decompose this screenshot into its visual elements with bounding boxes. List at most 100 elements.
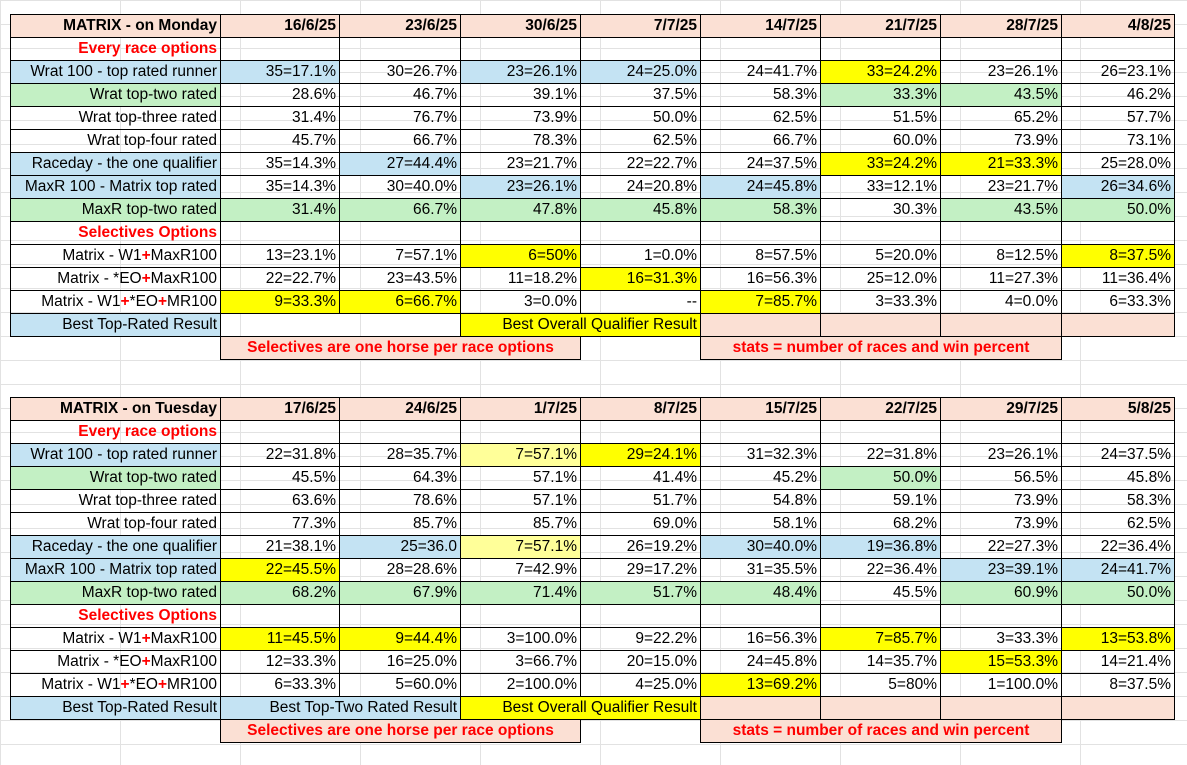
note-selectives[interactable]: Selectives are one horse per race option…	[220, 719, 581, 743]
empty-cell[interactable]	[339, 221, 461, 245]
date-header[interactable]: 29/7/25	[940, 397, 1062, 421]
stat-cell[interactable]: 46.7%	[339, 83, 461, 107]
stat-cell[interactable]: 28.6%	[220, 83, 340, 107]
empty-cell[interactable]	[940, 221, 1062, 245]
empty-cell[interactable]	[700, 221, 821, 245]
stat-cell[interactable]: 30=40.0%	[339, 175, 461, 199]
date-header[interactable]: 24/6/25	[339, 397, 461, 421]
peach-cell[interactable]	[1061, 696, 1175, 720]
date-header[interactable]: 30/6/25	[460, 14, 581, 38]
empty-cell[interactable]	[820, 37, 941, 61]
empty-cell[interactable]	[1061, 420, 1175, 444]
empty-cell[interactable]	[700, 420, 821, 444]
stat-cell[interactable]: 28=35.7%	[339, 443, 461, 467]
stat-cell[interactable]: 24=25.0%	[580, 60, 701, 84]
stat-cell[interactable]: 35=14.3%	[220, 152, 340, 176]
stat-cell[interactable]: 58.3%	[700, 198, 821, 222]
stat-cell[interactable]: 51.7%	[580, 489, 701, 513]
empty-cell[interactable]	[820, 604, 941, 628]
date-header[interactable]: 8/7/25	[580, 397, 701, 421]
section-header-every-race[interactable]: Every race options	[10, 420, 221, 444]
stat-cell[interactable]: 7=57.1%	[460, 443, 581, 467]
stat-cell[interactable]: 73.9%	[460, 106, 581, 130]
stat-cell[interactable]: 50.0%	[1061, 198, 1175, 222]
stat-cell[interactable]: 25=36.0	[339, 535, 461, 559]
stat-cell[interactable]: 1=100.0%	[940, 673, 1062, 697]
peach-cell[interactable]	[700, 696, 821, 720]
date-header[interactable]: 16/6/25	[220, 14, 340, 38]
stat-cell[interactable]: 60.0%	[820, 129, 941, 153]
stat-cell[interactable]: 11=18.2%	[460, 267, 581, 291]
stat-cell[interactable]: 28=28.6%	[339, 558, 461, 582]
stat-cell[interactable]: 66.7%	[700, 129, 821, 153]
stat-cell[interactable]: 30.3%	[820, 198, 941, 222]
empty-cell[interactable]	[700, 37, 821, 61]
empty-cell[interactable]	[1061, 221, 1175, 245]
stat-cell[interactable]: 6=66.7%	[339, 290, 461, 314]
stat-cell[interactable]: 25=28.0%	[1061, 152, 1175, 176]
empty-cell[interactable]	[580, 604, 701, 628]
stat-cell[interactable]: 35=14.3%	[220, 175, 340, 199]
stat-cell[interactable]: 20=15.0%	[580, 650, 701, 674]
stat-cell[interactable]: 47.8%	[460, 198, 581, 222]
stat-cell[interactable]: 24=45.8%	[700, 650, 821, 674]
row-label[interactable]: MaxR 100 - Matrix top rated	[10, 175, 221, 199]
stat-cell[interactable]: 3=100.0%	[460, 627, 581, 651]
row-label[interactable]: Wrat top-four rated	[10, 129, 221, 153]
stat-cell[interactable]: 11=27.3%	[940, 267, 1062, 291]
date-header[interactable]: 21/7/25	[820, 14, 941, 38]
stat-cell[interactable]: 23=26.1%	[460, 60, 581, 84]
section-header-selectives[interactable]: Selectives Options	[10, 221, 221, 245]
legend-top-two[interactable]: Best Top-Two Rated Result	[220, 696, 461, 720]
stat-cell[interactable]: 24=20.8%	[580, 175, 701, 199]
row-label[interactable]: Wrat top-three rated	[10, 489, 221, 513]
row-label[interactable]: Matrix - W1+MaxR100	[10, 627, 221, 651]
table-title[interactable]: MATRIX - on Monday	[10, 14, 221, 38]
date-header[interactable]: 1/7/25	[460, 397, 581, 421]
stat-cell[interactable]: 22=31.8%	[820, 443, 941, 467]
stat-cell[interactable]: 50.0%	[820, 466, 941, 490]
stat-cell[interactable]: 22=45.5%	[220, 558, 340, 582]
stat-cell[interactable]: 22=22.7%	[580, 152, 701, 176]
stat-cell[interactable]: 27=44.4%	[339, 152, 461, 176]
stat-cell[interactable]: 23=39.1%	[940, 558, 1062, 582]
note-stats[interactable]: stats = number of races and win percent	[700, 336, 1062, 360]
date-header[interactable]: 5/8/25	[1061, 397, 1175, 421]
stat-cell[interactable]: 22=36.4%	[820, 558, 941, 582]
stat-cell[interactable]: --	[580, 290, 701, 314]
row-label[interactable]: Matrix - W1+MaxR100	[10, 244, 221, 268]
stat-cell[interactable]: 33.3%	[820, 83, 941, 107]
stat-cell[interactable]: 51.5%	[820, 106, 941, 130]
legend-overall-qualifier[interactable]: Best Overall Qualifier Result	[460, 313, 701, 337]
stat-cell[interactable]: 31.4%	[220, 198, 340, 222]
stat-cell[interactable]: 7=85.7%	[820, 627, 941, 651]
date-header[interactable]: 7/7/25	[580, 14, 701, 38]
stat-cell[interactable]: 73.9%	[940, 129, 1062, 153]
empty-cell[interactable]	[1061, 37, 1175, 61]
stat-cell[interactable]: 2=100.0%	[460, 673, 581, 697]
date-header[interactable]: 14/7/25	[700, 14, 821, 38]
stat-cell[interactable]: 29=24.1%	[580, 443, 701, 467]
note-selectives[interactable]: Selectives are one horse per race option…	[220, 336, 581, 360]
stat-cell[interactable]: 62.5%	[700, 106, 821, 130]
stat-cell[interactable]: 24=41.7%	[700, 60, 821, 84]
blank-cell[interactable]	[581, 720, 701, 743]
row-label[interactable]: Wrat 100 - top rated runner	[10, 443, 221, 467]
stat-cell[interactable]: 69.0%	[580, 512, 701, 536]
stat-cell[interactable]: 48.4%	[700, 581, 821, 605]
stat-cell[interactable]: 23=21.7%	[460, 152, 581, 176]
stat-cell[interactable]: 41.4%	[580, 466, 701, 490]
stat-cell[interactable]: 8=12.5%	[940, 244, 1062, 268]
row-label[interactable]: Matrix - W1+*EO+MR100	[10, 290, 221, 314]
peach-cell[interactable]	[940, 313, 1062, 337]
stat-cell[interactable]: 73.9%	[940, 512, 1062, 536]
stat-cell[interactable]: 14=35.7%	[820, 650, 941, 674]
empty-cell[interactable]	[580, 420, 701, 444]
empty-cell[interactable]	[820, 420, 941, 444]
stat-cell[interactable]: 71.4%	[460, 581, 581, 605]
stat-cell[interactable]: 67.9%	[339, 581, 461, 605]
row-label[interactable]: MaxR top-two rated	[10, 581, 221, 605]
stat-cell[interactable]: 9=44.4%	[339, 627, 461, 651]
blank-cell[interactable]	[581, 337, 701, 360]
stat-cell[interactable]: 9=22.2%	[580, 627, 701, 651]
